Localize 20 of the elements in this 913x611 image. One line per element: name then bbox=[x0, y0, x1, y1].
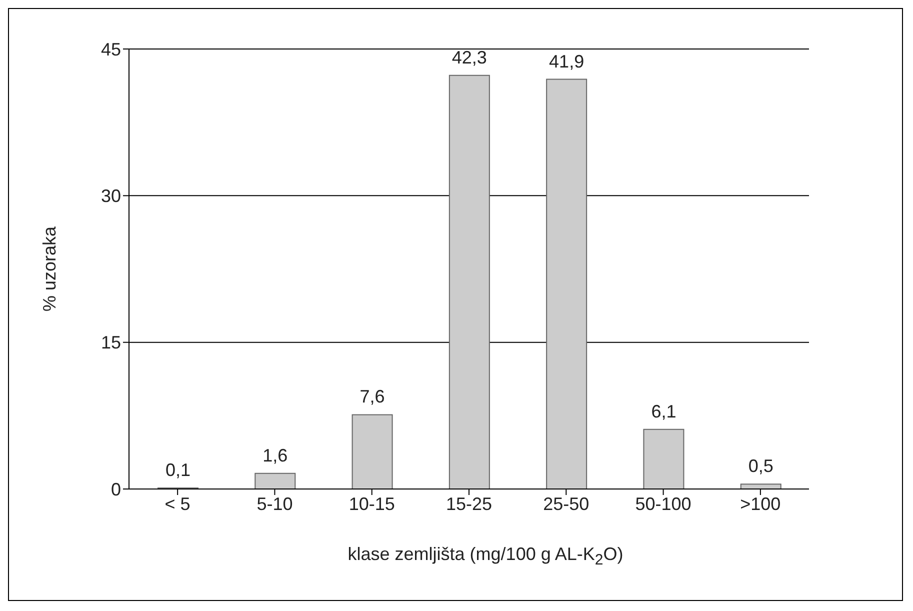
x-axis-title: klase zemljišta (mg/100 g AL-K$_{2}$O) bbox=[346, 544, 624, 569]
y-tick-label: 45 bbox=[100, 39, 121, 60]
x-tick-label: 50-100 bbox=[635, 494, 692, 514]
data-label: 0,1 bbox=[165, 460, 191, 480]
data-label: 41,9 bbox=[549, 51, 584, 72]
x-tick-label: 5-10 bbox=[256, 494, 293, 514]
y-tick-label: 30 bbox=[100, 186, 121, 206]
data-label: 6,1 bbox=[651, 401, 676, 422]
x-tick-label: < 5 bbox=[164, 494, 190, 514]
y-tick-label: 0 bbox=[110, 479, 121, 500]
data-label: 0,5 bbox=[748, 456, 774, 476]
x-tick-label: 25-50 bbox=[543, 494, 590, 514]
y-tick-label: 15 bbox=[100, 332, 121, 353]
data-label: 42,3 bbox=[452, 47, 487, 68]
x-tick-label: 15-25 bbox=[446, 494, 492, 514]
data-label: 7,6 bbox=[360, 386, 385, 407]
y-axis-title: % uzoraka bbox=[39, 225, 60, 312]
x-tick-label: 10-15 bbox=[348, 494, 395, 514]
x-tick-label: >100 bbox=[740, 494, 781, 514]
data-label: 1,6 bbox=[262, 445, 288, 466]
